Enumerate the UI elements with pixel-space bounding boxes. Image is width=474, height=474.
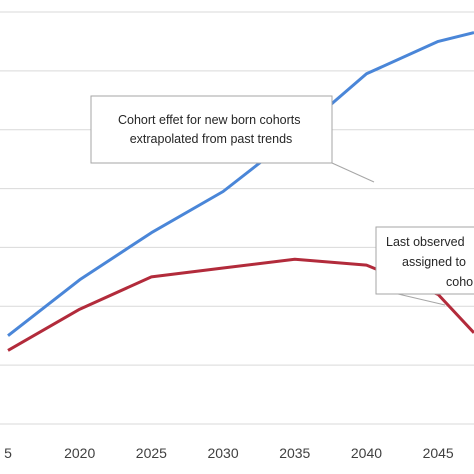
- callout-red-line-1: Last observed: [386, 235, 465, 249]
- callout-red-leader: [397, 293, 446, 306]
- series-line-1: [7, 31, 474, 337]
- callout-blue-leader: [331, 162, 375, 183]
- x-axis-ticks: 5 2020 2025 2030 2035 2040 2045: [4, 445, 454, 461]
- x-tick-label: 2025: [136, 445, 167, 461]
- callout-blue-box: [90, 95, 333, 164]
- callout-red-series: Last observed assigned to coho: [375, 226, 474, 306]
- gridlines: [0, 11, 474, 425]
- x-tick-label: 2040: [351, 445, 382, 461]
- callout-blue-series: Cohort effet for new born cohorts extrap…: [90, 95, 375, 183]
- svg-text:Cohort effet for new born coho: Cohort effet for new born cohorts extrap…: [118, 113, 304, 146]
- x-tick-label: 2045: [423, 445, 454, 461]
- callout-blue-line-2: extrapolated from past trends: [130, 132, 293, 146]
- callout-red-line-3: coho: [446, 275, 473, 289]
- svg-text:Last observed assigned t: Last observed assigned to coho: [386, 235, 473, 289]
- x-tick-label: 5: [4, 445, 12, 461]
- callout-blue-line-1: Cohort effet for new born cohorts: [118, 113, 301, 127]
- x-tick-label: 2035: [279, 445, 310, 461]
- x-tick-label: 2030: [207, 445, 238, 461]
- x-tick-label: 2020: [64, 445, 95, 461]
- series-lines: [7, 31, 474, 352]
- callout-red-line-2: assigned to: [402, 255, 466, 269]
- callout-red-box: [375, 226, 474, 295]
